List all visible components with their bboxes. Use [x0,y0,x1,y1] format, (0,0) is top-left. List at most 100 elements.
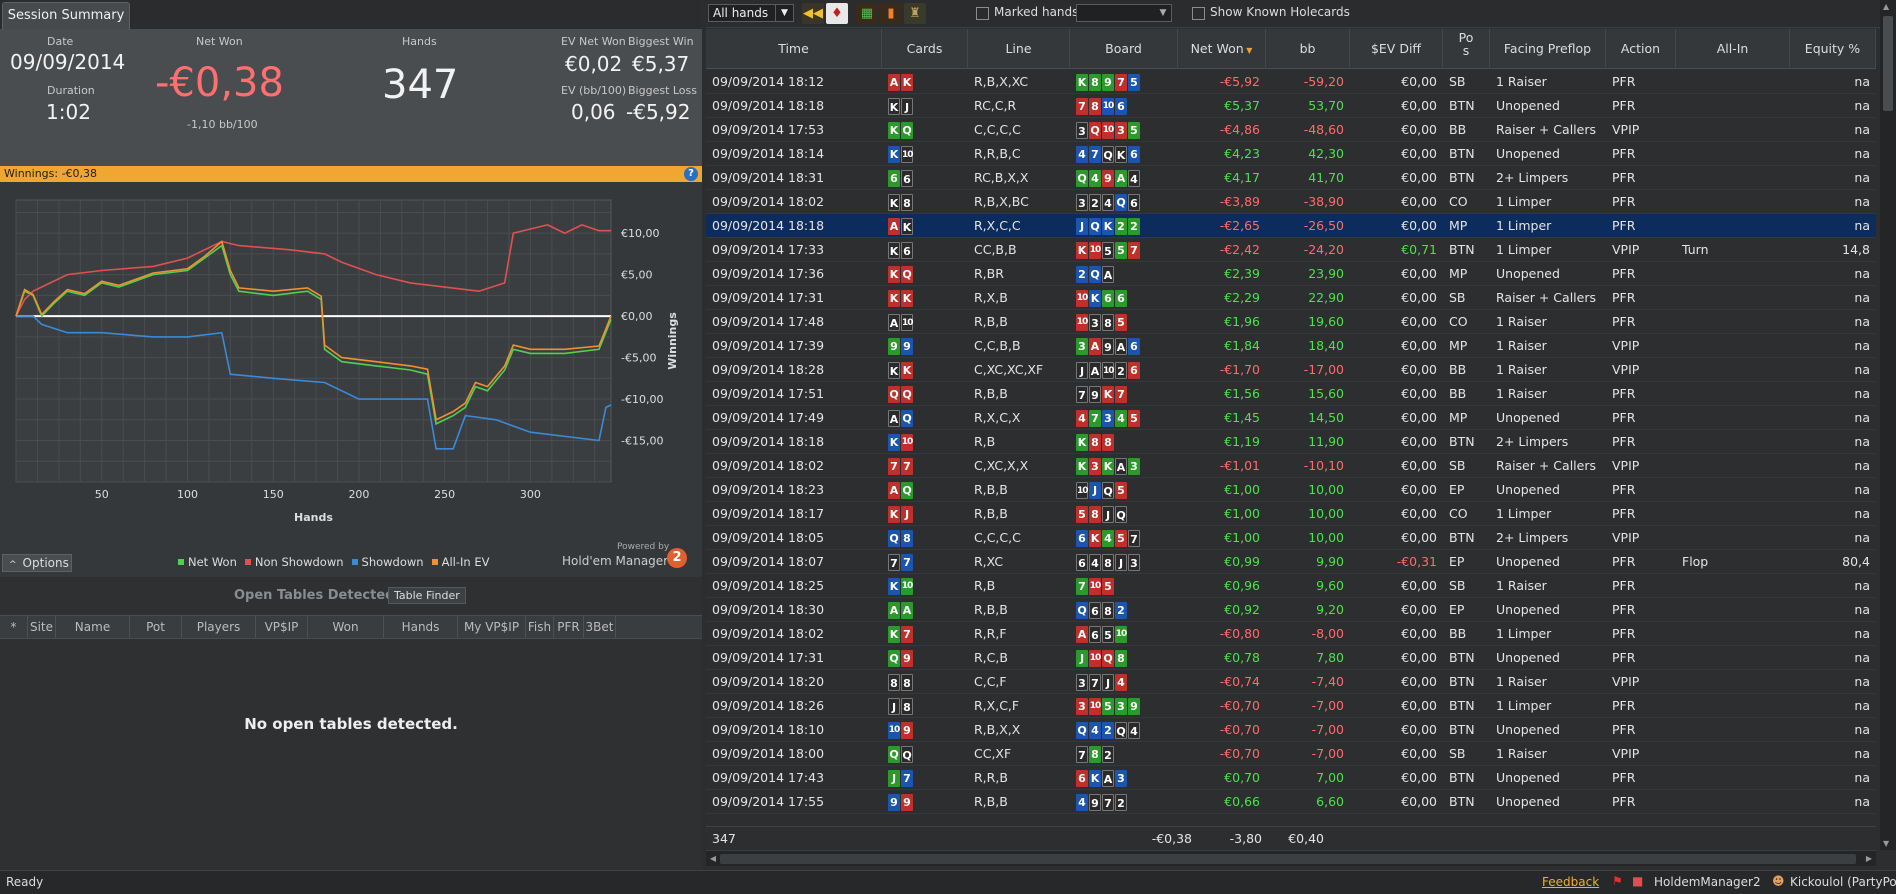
scroll-left-icon[interactable]: ◀ [709,854,717,863]
grid-view-icon[interactable]: ▦ [856,3,878,24]
column-header-line[interactable]: Line [968,29,1070,69]
playing-card: 8 [901,194,913,211]
cell-ev-diff: €0,00 [1401,482,1437,497]
table-row[interactable]: 09/09/2014 18:18 K 10 R,B K 8 8 €1,19 11,90 €0,00… [706,430,1876,454]
active-player[interactable]: Kickoulol (PartyPoke [1790,875,1896,889]
playing-card: 8 [1115,650,1127,667]
bar-chart-icon[interactable]: ▮ [880,3,902,24]
open-tables-col-6[interactable]: Won [308,616,384,638]
table-row[interactable]: 09/09/2014 18:30 A A R,B,B Q 6 8 2 €0,92 9,20 €0,0… [706,598,1876,622]
trophy-icon[interactable]: ♜ [904,3,926,24]
table-row[interactable]: 09/09/2014 17:31 K K R,X,B 10 K 6 6 €2,29 22,90 €0… [706,286,1876,310]
flag-icon[interactable]: ⚑ [1612,874,1623,888]
table-row[interactable]: 09/09/2014 18:26 J 8 R,X,C,F 3 10 5 3 9 -€0,70 -7,… [706,694,1876,718]
cell-time: 09/09/2014 18:18 [712,218,825,233]
cell-ev-diff: -€0,31 [1396,554,1437,569]
table-row[interactable]: 09/09/2014 17:39 9 9 C,C,B,B 3 A 9 A 6 €1,84 18,40… [706,334,1876,358]
cell-net-won: €1,56 [1224,386,1260,401]
help-icon[interactable]: ? [684,167,698,181]
column-header-time[interactable]: Time [706,29,882,69]
cell-action: PFR [1612,506,1636,521]
table-row[interactable]: 09/09/2014 17:55 9 9 R,B,B 4 9 7 2 €0,66 6,60 €0,0… [706,790,1876,814]
table-row[interactable]: 09/09/2014 17:48 A 10 R,B,B 10 3 8 5 €1,96 19,60 €… [706,310,1876,334]
show-known-holecards-checbox[interactable] [1192,7,1205,20]
scroll-up-icon[interactable]: ▲ [1883,2,1890,11]
open-tables-col-11[interactable]: 3Bet [584,616,616,638]
cell-facing-preflop: Unopened [1496,410,1560,425]
table-row[interactable]: 09/09/2014 17:53 K Q C,C,C,C 3 Q 10 3 5 -€4,86 -48… [706,118,1876,142]
table-row[interactable]: 09/09/2014 17:33 K 6 CC,B,B K 10 5 5 7 -€2,42 -24,… [706,238,1876,262]
playing-card: 10 [901,578,913,595]
open-tables-col-3[interactable]: Pot [130,616,182,638]
table-row[interactable]: 09/09/2014 18:07 7 7 R,XC 6 4 8 J 3 €0,99 9,90 -€0,… [706,550,1876,574]
table-row[interactable]: 09/09/2014 18:23 A Q R,B,B 10 J Q 5 €1,00 10,00 €0… [706,478,1876,502]
table-row[interactable]: 09/09/2014 18:02 K 7 R,R,F A 6 5 10 -€0,80 -8,00 €… [706,622,1876,646]
table-row[interactable]: 09/09/2014 18:20 8 8 C,C,F 3 7 J 4 -€0,74 -7,40 €0… [706,670,1876,694]
app-name[interactable]: HoldemManager2 [1654,875,1761,889]
cell-ev-diff: €0,00 [1401,266,1437,281]
table-row[interactable]: 09/09/2014 17:51 Q Q R,B,B 7 9 K 7 €1,56 15,60 €0,… [706,382,1876,406]
open-tables-col-8[interactable]: My VP$IP [458,616,526,638]
column-header-bb[interactable]: bb [1266,29,1350,69]
table-row[interactable]: 09/09/2014 18:14 K 10 R,R,B,C 4 7 Q K 6 €4,23 42,3… [706,142,1876,166]
table-row[interactable]: 09/09/2014 17:49 A Q R,X,C,X 4 7 3 4 5 €1,45 14,50… [706,406,1876,430]
playing-card: Q [901,266,913,283]
column-header-board[interactable]: Board [1070,29,1178,69]
cell-pos: BTN [1449,242,1475,257]
table-row[interactable]: 09/09/2014 18:31 6 6 RC,B,X,X Q 4 9 A 4 €4,17 41,7… [706,166,1876,190]
vertical-scroll-thumb[interactable] [1883,16,1893,111]
open-tables-col-9[interactable]: Fish [526,616,554,638]
column-header-pos[interactable]: Po s [1443,29,1490,69]
table-finder-button[interactable]: Table Finder [388,587,466,604]
feedback-link[interactable]: Feedback [1542,875,1600,889]
table-row[interactable]: 09/09/2014 18:25 K 10 R,B 7 10 5 €0,96 9,60 €0,00… [706,574,1876,598]
table-row[interactable]: 09/09/2014 17:36 K Q R,BR 2 Q A €2,39 23,90 €0,00… [706,262,1876,286]
tab-session-summary[interactable]: Session Summary [2,2,130,30]
scroll-right-icon[interactable]: ▶ [1865,854,1873,863]
cell-pos: BTN [1449,650,1475,665]
marked-hands-select[interactable]: ▼ [1076,4,1172,22]
column-header-action[interactable]: Action [1606,29,1676,69]
open-tables-col-4[interactable]: Players [182,616,256,638]
table-row[interactable]: 09/09/2014 18:02 K 8 R,B,X,BC 3 2 4 Q 6 -€3,89 -38… [706,190,1876,214]
column-header-cards[interactable]: Cards [882,29,968,69]
cell-equity: na [1854,170,1870,185]
table-row[interactable]: 09/09/2014 17:43 J 7 R,R,B 6 K A 3 €0,70 7,00 €0,0… [706,766,1876,790]
column-header-facing-preflop[interactable]: Facing Preflop [1490,29,1606,69]
rewind-icon[interactable]: ◀◀ [802,3,824,24]
column-header--ev-diff[interactable]: $EV Diff [1350,29,1443,69]
horizontal-scrollbar[interactable]: ◀ ▶ [706,850,1876,866]
open-tables-col-1[interactable]: Site [28,616,56,638]
options-button[interactable]: ^ Options [2,554,72,572]
open-tables-col-7[interactable]: Hands [384,616,458,638]
table-row[interactable]: 09/09/2014 18:10 10 9 R,B,X,X Q 4 2 Q 4 -€0,70 -7,… [706,718,1876,742]
column-header-equity-[interactable]: Equity % [1790,29,1876,69]
vertical-scrollbar[interactable]: ▲ ▼ [1880,0,1896,850]
table-row[interactable]: 09/09/2014 18:28 K K C,XC,XC,XF J A 10 2 6 -€1,70… [706,358,1876,382]
marked-hands-checkbox[interactable] [976,7,989,20]
table-row[interactable]: 09/09/2014 18:02 7 7 C,XC,X,X K 3 K A 3 -€1,01 -10… [706,454,1876,478]
cell-cards: 10 9 [888,718,966,742]
cell-pos: BB [1449,122,1467,137]
table-row[interactable]: 09/09/2014 18:12 A K R,B,X,XC K 8 9 7 5 -€5,92 -59… [706,70,1876,94]
table-row[interactable]: 09/09/2014 18:00 Q Q CC,XF 7 8 2 -€0,70 -7,00 €0,… [706,742,1876,766]
open-tables-col-2[interactable]: Name [56,616,130,638]
open-tables-col-10[interactable]: PFR [554,616,584,638]
open-tables-col-5[interactable]: VP$IP [256,616,308,638]
replayer-icon[interactable]: ♦ [826,3,848,24]
column-header-net-won[interactable]: Net Won ▼ [1178,29,1266,69]
table-row[interactable]: 09/09/2014 17:31 Q 9 R,C,B J 10 Q 8 €0,78 7,80 €0,… [706,646,1876,670]
table-row[interactable]: 09/09/2014 18:18 K J RC,C,R 7 8 10 6 €5,37 53,70 €… [706,94,1876,118]
scroll-down-icon[interactable]: ▼ [1883,839,1890,848]
column-header-all-in[interactable]: All-In [1676,29,1790,69]
table-row[interactable]: 09/09/2014 18:17 K J R,B,B 5 8 J Q €1,00 10,00 €0,… [706,502,1876,526]
cell-time: 09/09/2014 17:49 [712,410,825,425]
table-row[interactable]: 09/09/2014 18:18 A K R,X,C,C J Q K 2 2 -€2,65 -26,… [706,214,1876,238]
hand-filter-select[interactable]: All hands ▼ [708,4,794,22]
open-tables-col-0[interactable]: * [0,616,28,638]
playing-card: 9 [1089,386,1101,403]
table-row[interactable]: 09/09/2014 18:05 Q 8 C,C,C,C 6 K 4 5 7 €1,00 10,00… [706,526,1876,550]
horizontal-scroll-thumb[interactable] [720,854,1856,864]
bb100-value: -1,10 bb/100 [187,118,258,131]
